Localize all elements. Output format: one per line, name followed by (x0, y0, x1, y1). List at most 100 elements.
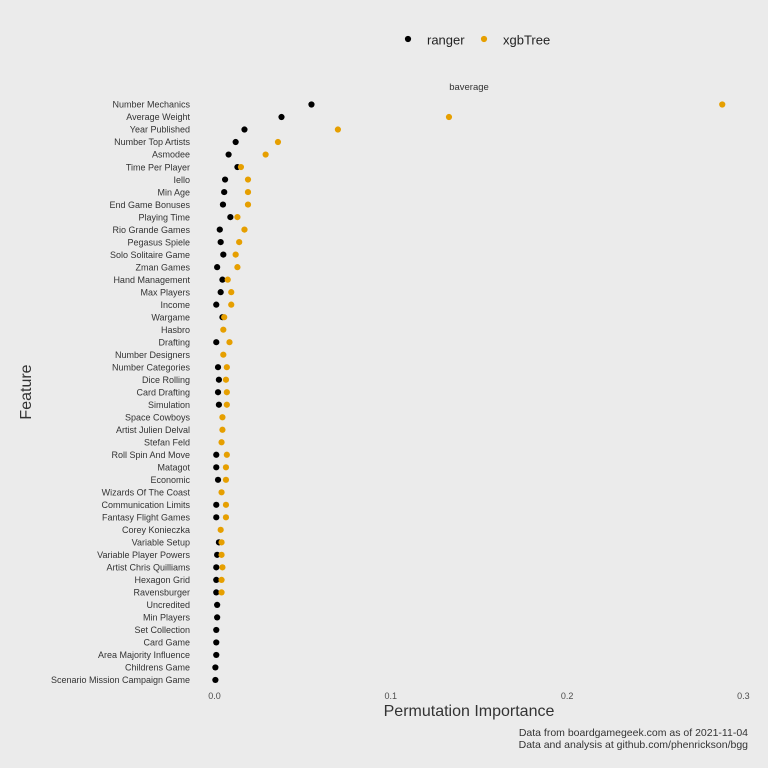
point-ranger (214, 476, 222, 483)
point-xgbTree (244, 188, 252, 196)
y-tick-label: Hasbro (161, 325, 190, 335)
point-xgbTree (234, 264, 241, 271)
point-ranger (221, 176, 229, 183)
point-xgbTree (244, 176, 252, 183)
caption-line: Data from boardgamegeek.com as of 2021-1… (519, 727, 748, 739)
y-tick-label: Number Top Artists (114, 137, 190, 147)
point-xgbTree (218, 539, 225, 546)
point-xgbTree (228, 289, 235, 296)
point-ranger (227, 213, 234, 221)
y-tick-label: Number Categories (112, 362, 191, 372)
point-ranger (232, 138, 239, 146)
y-tick-label: Iello (173, 175, 190, 185)
point-ranger (215, 376, 223, 383)
point-ranger (220, 251, 227, 258)
legend-label-ranger: ranger (427, 33, 465, 48)
point-xgbTree (222, 464, 230, 471)
data-points (212, 101, 726, 684)
y-tick-label: Area Majority Influence (98, 650, 190, 660)
y-tick-label: Childrens Game (125, 663, 190, 673)
x-tick-label: 0.2 (561, 691, 574, 701)
y-tick-label: Zman Games (135, 262, 190, 272)
point-xgbTree (244, 201, 252, 208)
y-tick-label: Wizards Of The Coast (102, 488, 191, 498)
point-xgbTree (232, 251, 239, 258)
y-tick-label: Artist Chris Quilliams (106, 563, 190, 573)
y-tick-label: Corey Konieczka (122, 525, 190, 535)
y-tick-label: Wargame (151, 312, 190, 322)
y-tick-label: Rio Grande Games (112, 225, 190, 235)
x-tick-label: 0.0 (208, 691, 221, 701)
point-ranger (221, 188, 228, 196)
point-ranger (219, 201, 227, 208)
y-tick-label: Variable Player Powers (97, 550, 190, 560)
point-ranger (214, 389, 222, 396)
y-tick-label: Stefan Feld (144, 437, 190, 447)
y-tick-label: Average Weight (126, 112, 190, 122)
x-axis-title: Permutation Importance (384, 703, 555, 720)
point-ranger (213, 451, 220, 458)
point-ranger (214, 601, 221, 609)
point-xgbTree (217, 526, 224, 533)
y-tick-label: Matagot (157, 462, 190, 472)
caption-line: Data and analysis at github.com/phenrick… (519, 739, 749, 751)
point-ranger (241, 126, 248, 133)
y-tick-label: Min Players (143, 613, 191, 623)
y-tick-label: Ravensburger (133, 588, 190, 598)
facet-label: baverage (449, 82, 489, 93)
point-ranger (213, 589, 220, 596)
y-tick-label: Variable Setup (132, 538, 190, 548)
point-ranger (213, 339, 220, 346)
point-xgbTree (223, 364, 230, 371)
point-ranger (213, 501, 220, 508)
y-tick-label: Pegasus Spiele (127, 237, 190, 247)
point-xgbTree (218, 589, 225, 596)
y-tick-label: End Game Bonuses (109, 200, 190, 210)
legend-key-ranger (404, 35, 412, 43)
point-ranger (212, 664, 219, 671)
point-ranger (214, 264, 221, 271)
point-xgbTree (222, 476, 230, 483)
point-xgbTree (334, 126, 342, 133)
caption: Data from boardgamegeek.com as of 2021-1… (519, 727, 749, 751)
y-tick-label: Number Mechanics (112, 100, 190, 110)
point-ranger (214, 364, 222, 371)
y-tick-label: Space Cowboys (125, 412, 191, 422)
point-xgbTree (237, 163, 245, 171)
y-axis-tick-labels: Number Mechanics Average Weight Year Publi… (51, 100, 191, 685)
point-xgbTree (218, 576, 225, 583)
point-xgbTree (219, 426, 226, 433)
point-ranger (217, 239, 224, 246)
y-tick-label: Min Age (157, 187, 190, 197)
point-xgbTree (220, 351, 227, 358)
point-xgbTree (223, 451, 230, 458)
point-xgbTree (219, 414, 226, 421)
point-ranger (213, 514, 220, 521)
y-tick-label: Playing Time (138, 212, 190, 222)
y-tick-label: Set Collection (134, 625, 190, 635)
point-ranger (213, 301, 220, 308)
x-tick-label: 0.1 (385, 691, 398, 701)
y-tick-label: Hexagon Grid (134, 575, 190, 585)
y-tick-label: Scenario Mission Campaign Game (51, 675, 190, 685)
point-xgbTree (222, 514, 230, 521)
y-tick-label: Artist Julien Delval (116, 425, 190, 435)
y-axis-title: Feature (18, 364, 35, 419)
y-tick-label: Drafting (158, 337, 190, 347)
point-xgbTree (223, 401, 230, 408)
point-xgbTree (222, 376, 230, 383)
y-tick-label: Max Players (140, 287, 190, 297)
point-ranger (214, 614, 221, 621)
y-tick-label: Card Drafting (136, 387, 190, 397)
legend-label-xgbTree: xgbTree (503, 33, 550, 48)
point-ranger (213, 464, 220, 471)
y-tick-label: Solo Solitaire Game (110, 250, 190, 260)
point-xgbTree (274, 138, 282, 146)
legend: ranger xgbTree (404, 33, 550, 48)
point-ranger (213, 576, 220, 583)
y-tick-label: Roll Spin And Move (111, 450, 190, 460)
y-tick-label: Hand Management (113, 275, 190, 285)
point-xgbTree (222, 501, 230, 508)
point-xgbTree (220, 326, 227, 333)
